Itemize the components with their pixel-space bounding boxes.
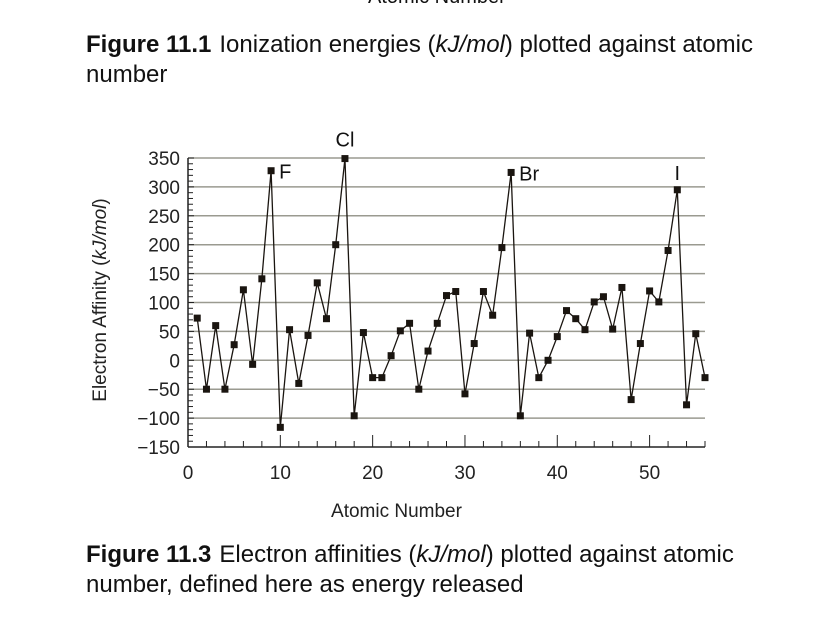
caption-unit: kJ/mol — [416, 541, 486, 568]
annotation-i: I — [675, 163, 681, 185]
data-point — [267, 167, 275, 175]
data-point — [406, 319, 414, 327]
data-point — [378, 374, 386, 382]
data-point — [701, 374, 709, 382]
x-tick-label: 50 — [639, 463, 660, 484]
data-point — [526, 329, 534, 337]
data-point — [581, 326, 589, 334]
data-point — [599, 293, 607, 301]
data-point — [313, 279, 321, 287]
data-point — [646, 287, 654, 295]
x-tick-label: 10 — [270, 463, 291, 484]
data-point — [655, 298, 663, 306]
data-point — [249, 360, 257, 368]
data-point — [636, 340, 644, 348]
y-tick-label: 0 — [169, 351, 180, 372]
data-point — [673, 186, 681, 194]
y-tick-label: 300 — [148, 178, 180, 199]
data-point — [387, 352, 395, 360]
figure-number: Figure 11.1 — [86, 31, 212, 58]
caption-text: Electron affinities ( — [219, 541, 417, 568]
data-point — [489, 311, 497, 319]
data-point — [609, 325, 617, 333]
data-point — [479, 288, 487, 296]
data-point — [452, 288, 460, 296]
data-point — [692, 330, 700, 338]
caption-text: ) plotted against atomic number, defined… — [86, 541, 734, 598]
data-point — [193, 314, 201, 322]
data-point — [350, 412, 358, 420]
data-point — [230, 341, 238, 349]
data-point — [295, 379, 303, 387]
data-point — [470, 340, 478, 348]
y-axis-label: Electron Affinity (kJ/mol) — [90, 198, 111, 401]
data-point — [535, 374, 543, 382]
caption-text: Ionization energies ( — [219, 31, 436, 58]
cut-off-axis-label: Atomic Number — [368, 0, 506, 9]
caption-text: ) plotted against atomic number — [86, 31, 754, 88]
data-point — [443, 292, 450, 300]
data-point — [396, 327, 404, 335]
data-point — [286, 326, 294, 334]
data-point — [627, 396, 635, 404]
y-tick-label: 350 — [148, 149, 180, 170]
y-tick-label: −100 — [137, 409, 180, 430]
data-point — [590, 298, 598, 306]
y-tick-label: −150 — [137, 438, 180, 459]
data-point — [239, 286, 247, 294]
x-axis-label: Atomic Number — [331, 501, 463, 522]
data-point — [369, 374, 377, 382]
data-point — [341, 155, 349, 163]
data-point — [424, 347, 432, 355]
data-point — [304, 331, 312, 339]
y-tick-label: 100 — [148, 294, 180, 315]
data-point — [276, 423, 284, 431]
data-point — [664, 246, 672, 254]
x-tick-label: 0 — [183, 463, 194, 484]
data-point — [332, 241, 340, 249]
data-point — [433, 319, 441, 327]
annotation-cl: Cl — [336, 130, 355, 152]
y-tick-label: 250 — [148, 207, 180, 228]
y-tick-label: 200 — [148, 236, 180, 257]
data-point — [415, 385, 423, 393]
data-point — [544, 356, 552, 364]
data-point — [683, 401, 691, 409]
y-tick-label: 150 — [148, 265, 180, 286]
annotation-f: F — [279, 162, 291, 184]
data-line — [196, 158, 706, 428]
x-tick-label: 20 — [362, 463, 383, 484]
data-point — [258, 275, 266, 283]
x-tick-label: 40 — [547, 463, 568, 484]
data-point — [553, 333, 561, 341]
data-point — [516, 412, 524, 420]
y-tick-label: −50 — [148, 380, 180, 401]
annotation-br: Br — [519, 163, 539, 185]
figure-number: Figure 11.3 — [86, 541, 212, 568]
data-point — [507, 168, 515, 176]
figure-11-1-caption: Figure 11.1 Ionization energies (kJ/mol) … — [86, 30, 766, 90]
data-point — [322, 315, 330, 323]
data-point — [563, 307, 571, 315]
data-point — [572, 315, 580, 323]
figure-11-3-caption: Figure 11.3 Electron affinities (kJ/mol) … — [86, 540, 766, 600]
x-tick-label: 30 — [454, 463, 475, 484]
data-point — [221, 385, 229, 393]
caption-unit: kJ/mol — [435, 31, 505, 58]
data-point — [359, 329, 367, 337]
data-point — [461, 390, 469, 398]
data-point — [212, 322, 220, 330]
data-point — [498, 244, 506, 252]
y-tick-label: 50 — [159, 322, 180, 343]
data-point — [202, 385, 210, 393]
data-point — [618, 283, 626, 291]
